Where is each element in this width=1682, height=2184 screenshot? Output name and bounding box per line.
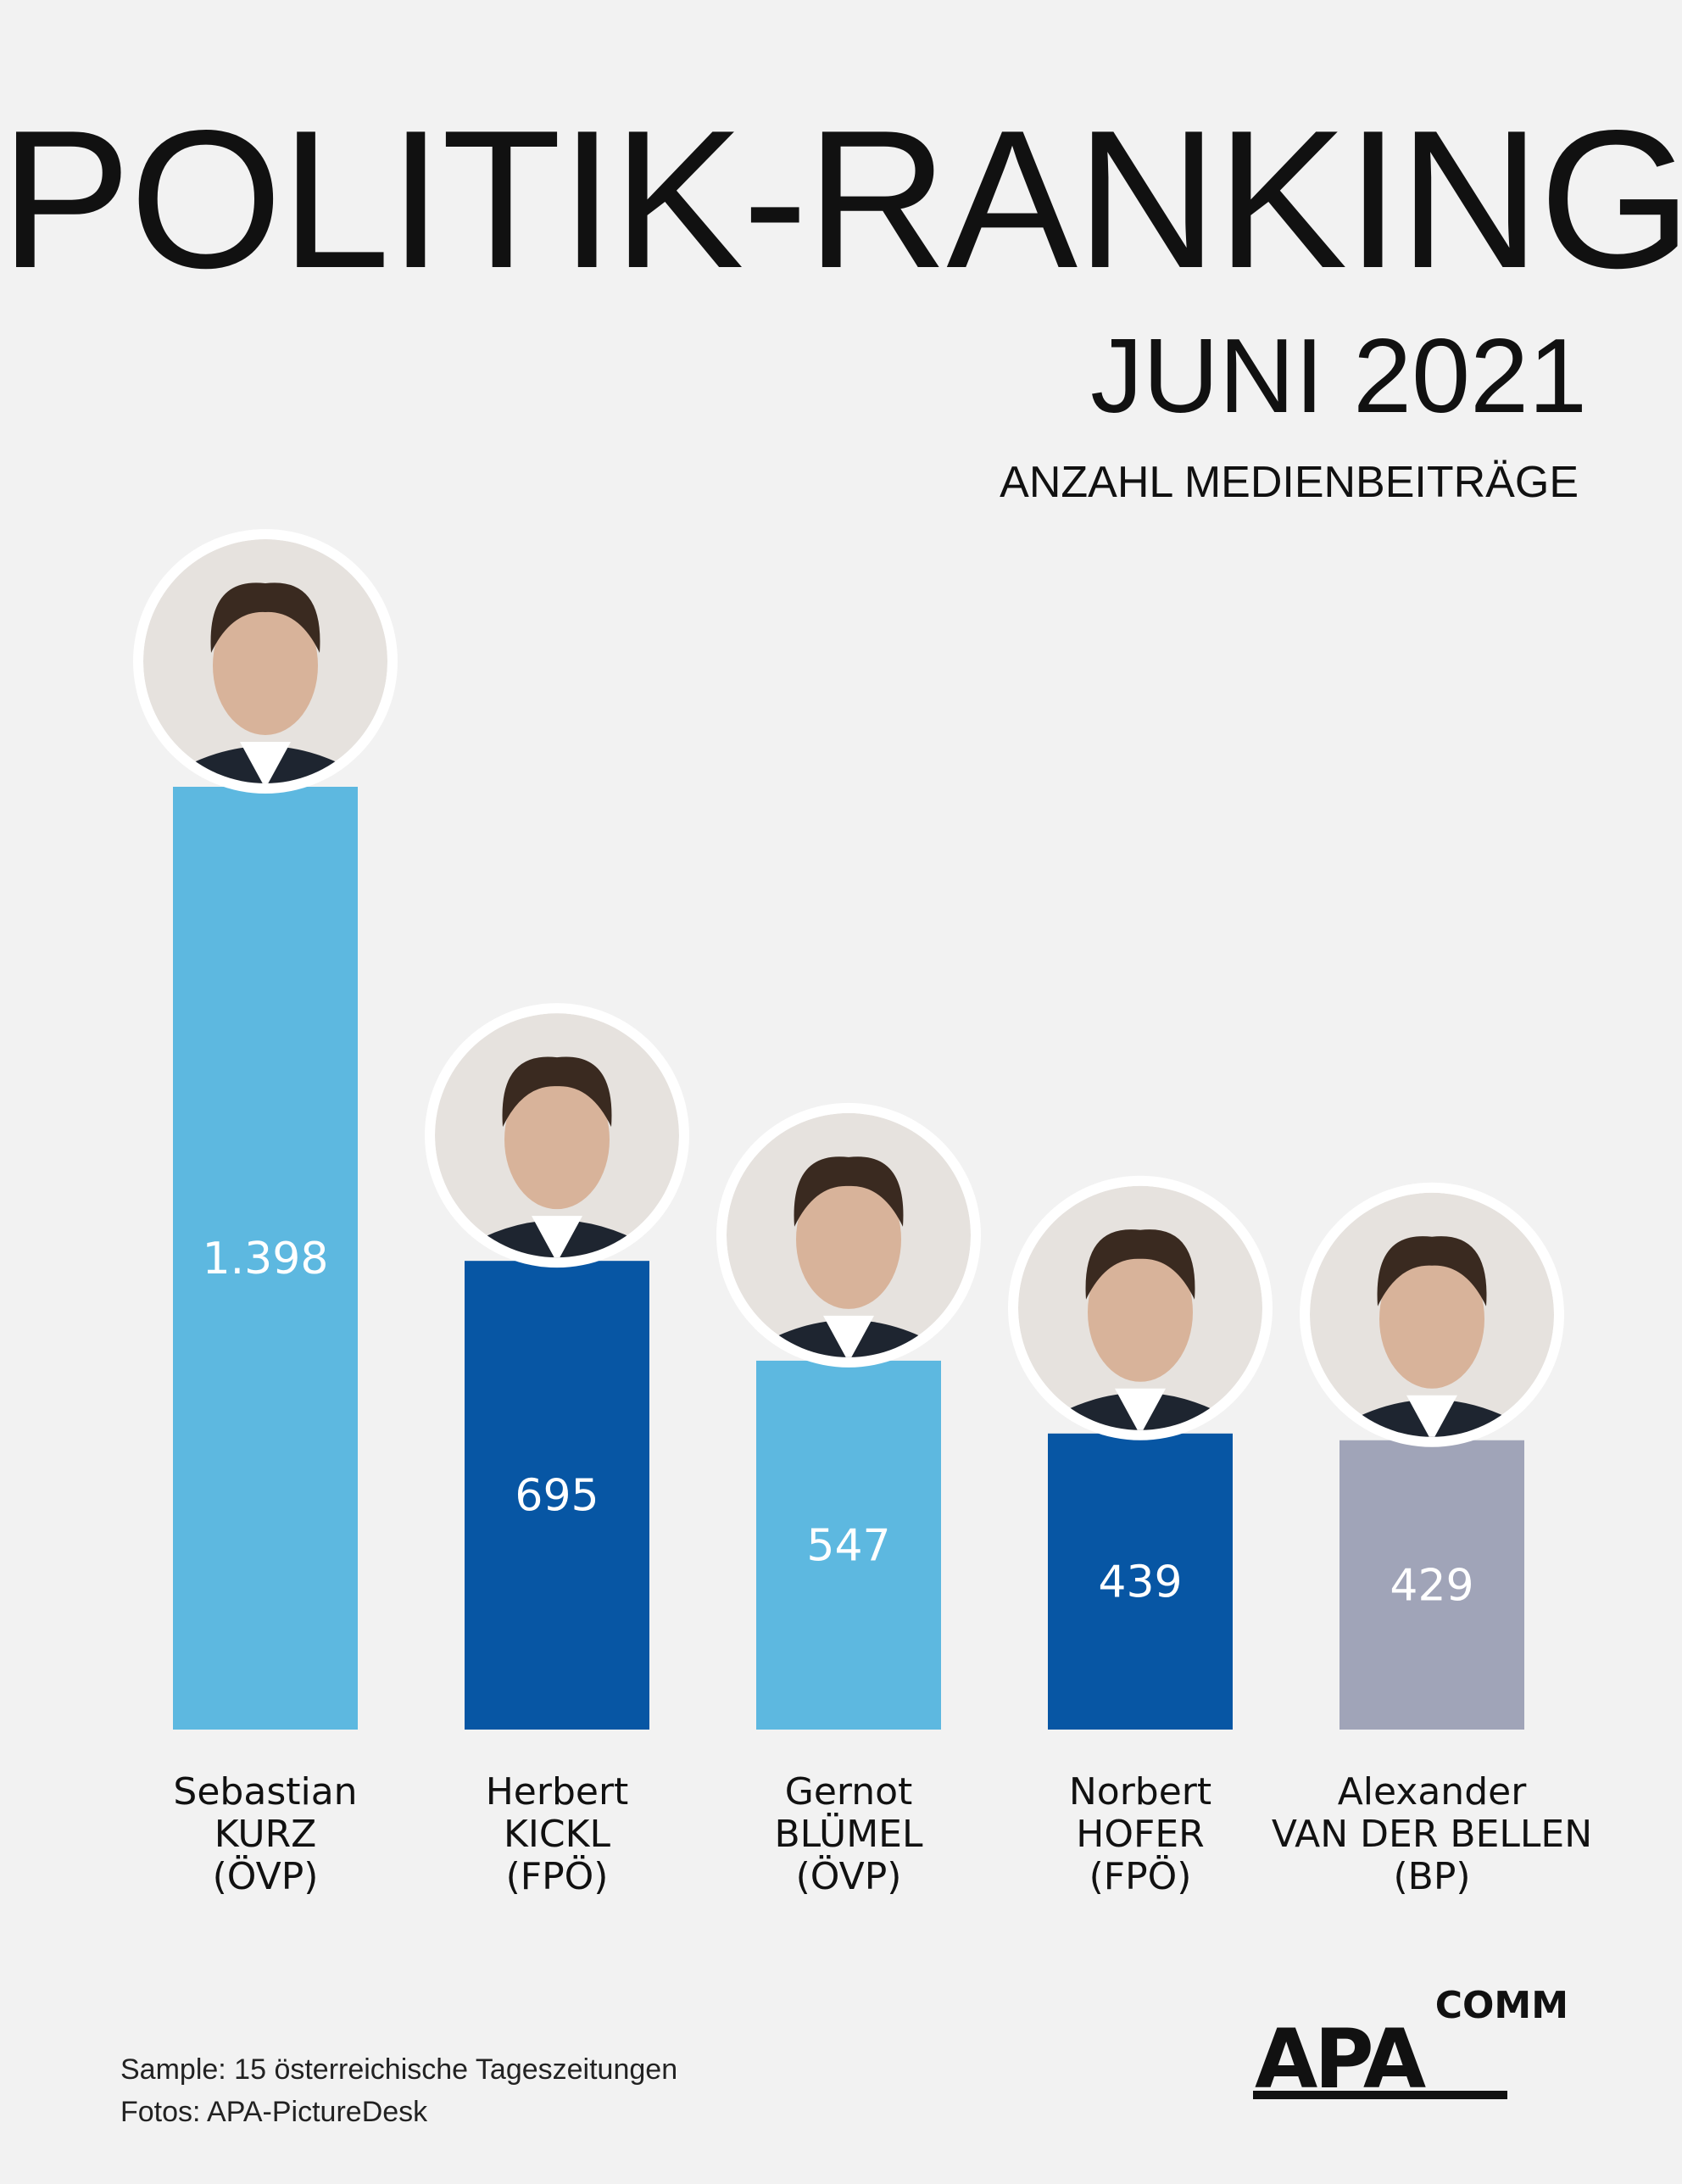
footer-photos: Fotos: APA-PictureDesk xyxy=(120,2096,428,2128)
category-label: KICKL xyxy=(504,1813,610,1856)
politician-photo xyxy=(133,529,398,794)
category-label: (FPÖ) xyxy=(506,1854,609,1898)
category-label: Sebastian xyxy=(173,1770,357,1814)
logo-main-text: APA xyxy=(1255,2012,1426,2103)
bar-value-label: 429 xyxy=(1390,1560,1473,1611)
bar xyxy=(1339,1440,1524,1730)
category-label: (ÖVP) xyxy=(213,1854,319,1898)
bar-value-label: 1.398 xyxy=(203,1234,329,1284)
category-label: Norbert xyxy=(1069,1770,1211,1814)
category-label: Gernot xyxy=(785,1770,913,1814)
metric-label: ANZAHL MEDIENBEITRÄGE xyxy=(1000,458,1579,507)
politician-photo xyxy=(425,1003,689,1268)
category-label: Alexander xyxy=(1338,1770,1528,1814)
category-label: KURZ xyxy=(214,1813,317,1856)
politician-photo xyxy=(716,1102,981,1368)
logo-sub-text: COMM xyxy=(1435,1984,1568,2027)
page-subtitle: JUNI 2021 xyxy=(1090,318,1587,435)
politician-photo xyxy=(1008,1175,1273,1440)
category-label: BLÜMEL xyxy=(775,1812,923,1856)
bar xyxy=(1048,1433,1233,1730)
bar-value-label: 547 xyxy=(806,1520,890,1571)
category-label: (FPÖ) xyxy=(1089,1854,1192,1898)
category-label: Herbert xyxy=(486,1770,629,1814)
apa-comm-logo: COMM APA xyxy=(1253,1984,1568,2103)
bar xyxy=(173,787,358,1730)
page-title: POLITIK-RANKING xyxy=(0,90,1682,309)
category-label: VAN DER BELLEN xyxy=(1272,1813,1592,1856)
category-label: (ÖVP) xyxy=(796,1854,902,1898)
bar-value-label: 439 xyxy=(1098,1557,1182,1607)
category-label: HOFER xyxy=(1076,1813,1204,1856)
footer-sample: Sample: 15 österreichische Tageszeitunge… xyxy=(120,2053,678,2086)
category-label: (BP) xyxy=(1393,1855,1470,1898)
bar-value-label: 695 xyxy=(515,1471,599,1522)
bar xyxy=(756,1360,941,1730)
bar xyxy=(465,1261,649,1730)
politician-photo xyxy=(1300,1182,1564,1447)
